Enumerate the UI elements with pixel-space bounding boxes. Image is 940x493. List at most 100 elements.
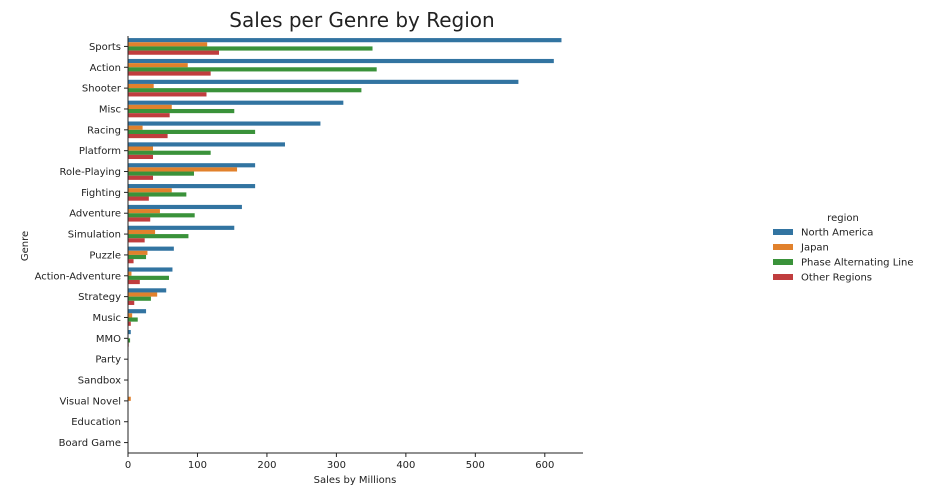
legend-label: Other Regions [801,273,872,284]
legend-swatch [773,244,793,250]
bar-fighting-north-america [128,184,256,189]
y-tick-label: MMO [96,334,121,345]
bar-adventure-phase-alternating-line [128,213,195,218]
x-tick-label: 200 [257,460,276,471]
y-tick-label: Board Game [59,438,121,449]
bar-platform-north-america [128,142,285,147]
bar-platform-phase-alternating-line [128,150,211,155]
bar-mmo-north-america [128,329,131,335]
y-tick-label: Music [93,313,121,324]
y-axis: Sports Action Shooter Misc Racing Platform Rol… [35,36,129,453]
bar-mmo-phase-alternating-line [128,338,131,343]
legend-label: Japan [800,243,829,254]
bar-action-adventure-north-america [128,267,173,272]
y-axis-label: Genre [20,231,31,261]
bar-sports-north-america [128,38,562,43]
bar-simulation-north-america [128,225,235,230]
bar-shooter-phase-alternating-line [128,88,362,93]
bar-action-adventure-other-regions [128,279,140,285]
x-tick-label: 0 [125,460,131,471]
x-axis: 0 100 200 300 400 500 600 [125,452,583,471]
y-tick-label: Party [95,355,121,366]
legend-swatch [773,274,793,280]
legend: region North America Japan Phase Alternati… [773,213,914,284]
bar-role-playing-japan [128,167,238,172]
bar-shooter-north-america [128,79,519,84]
x-tick-label: 100 [188,460,207,471]
bar-action-phase-alternating-line [128,67,377,72]
bar-role-playing-other-regions [128,175,154,180]
y-tick-label: Adventure [69,209,121,220]
x-tick-label: 500 [466,460,485,471]
bar-action-other-regions [128,71,211,76]
bar-adventure-other-regions [128,217,151,222]
bar-strategy-japan [128,292,158,297]
y-tick-label: Strategy [78,292,121,303]
bar-visual-novel-japan [128,396,131,401]
bar-music-north-america [128,309,147,314]
y-tick-label: Platform [79,146,121,157]
bar-racing-north-america [128,121,321,126]
bar-adventure-japan [128,209,160,214]
bar-puzzle-north-america [128,246,174,251]
bar-puzzle-japan [128,250,148,255]
bar-racing-other-regions [128,133,168,139]
bar-role-playing-phase-alternating-line [128,171,194,176]
y-tick-label: Visual Novel [60,396,121,407]
legend-label: Phase Alternating Line [801,258,914,269]
bar-strategy-other-regions [128,300,135,305]
bar-simulation-phase-alternating-line [128,234,189,239]
bar-puzzle-phase-alternating-line [128,254,147,260]
bar-fighting-other-regions [128,196,149,201]
bar-strategy-phase-alternating-line [128,296,151,301]
bar-music-phase-alternating-line [128,317,138,322]
bar-music-other-regions [128,321,131,326]
bar-platform-other-regions [128,154,154,160]
bar-music-japan [128,313,133,318]
y-tick-label: Puzzle [89,250,121,261]
bar-sports-other-regions [128,50,219,55]
bar-racing-phase-alternating-line [128,129,256,134]
y-tick-label: Role-Playing [60,167,121,178]
y-tick-label: Action [90,63,121,74]
x-axis-label: Sales by Millions [314,475,397,486]
legend-title: region [827,213,859,224]
bar-racing-japan [128,125,143,130]
bar-shooter-japan [128,83,154,89]
bar-misc-japan [128,104,172,109]
bar-sports-phase-alternating-line [128,46,373,51]
bar-action-north-america [128,58,554,64]
bar-action-adventure-phase-alternating-line [128,275,169,280]
bar-puzzle-other-regions [128,259,134,264]
bar-action-adventure-japan [128,271,132,276]
bar-fighting-japan [128,188,172,193]
x-tick-label: 400 [396,460,415,471]
y-tick-label: Shooter [82,84,122,95]
y-tick-label: Education [71,417,121,428]
bar-misc-north-america [128,100,344,105]
y-tick-label: Sports [89,42,121,53]
bar-adventure-north-america [128,204,242,210]
bar-simulation-japan [128,229,156,235]
bar-simulation-other-regions [128,238,145,243]
y-tick-label: Misc [99,104,121,115]
y-tick-label: Fighting [81,188,121,199]
y-tick-label: Action-Adventure [35,271,121,282]
y-tick-label: Simulation [68,230,121,241]
legend-label: North America [801,228,873,239]
y-tick-label: Racing [87,125,121,136]
bar-misc-phase-alternating-line [128,108,235,114]
bar-shooter-other-regions [128,92,207,97]
bar-misc-other-regions [128,113,170,118]
bar-strategy-north-america [128,288,167,293]
bar-fighting-phase-alternating-line [128,192,187,197]
bar-role-playing-north-america [128,163,256,168]
x-tick-label: 300 [327,460,346,471]
bar-sports-japan [128,42,208,47]
bar-platform-japan [128,146,154,151]
x-tick-label: 600 [535,460,554,471]
bar-action-japan [128,63,188,68]
legend-swatch [773,229,793,235]
legend-swatch [773,259,793,265]
